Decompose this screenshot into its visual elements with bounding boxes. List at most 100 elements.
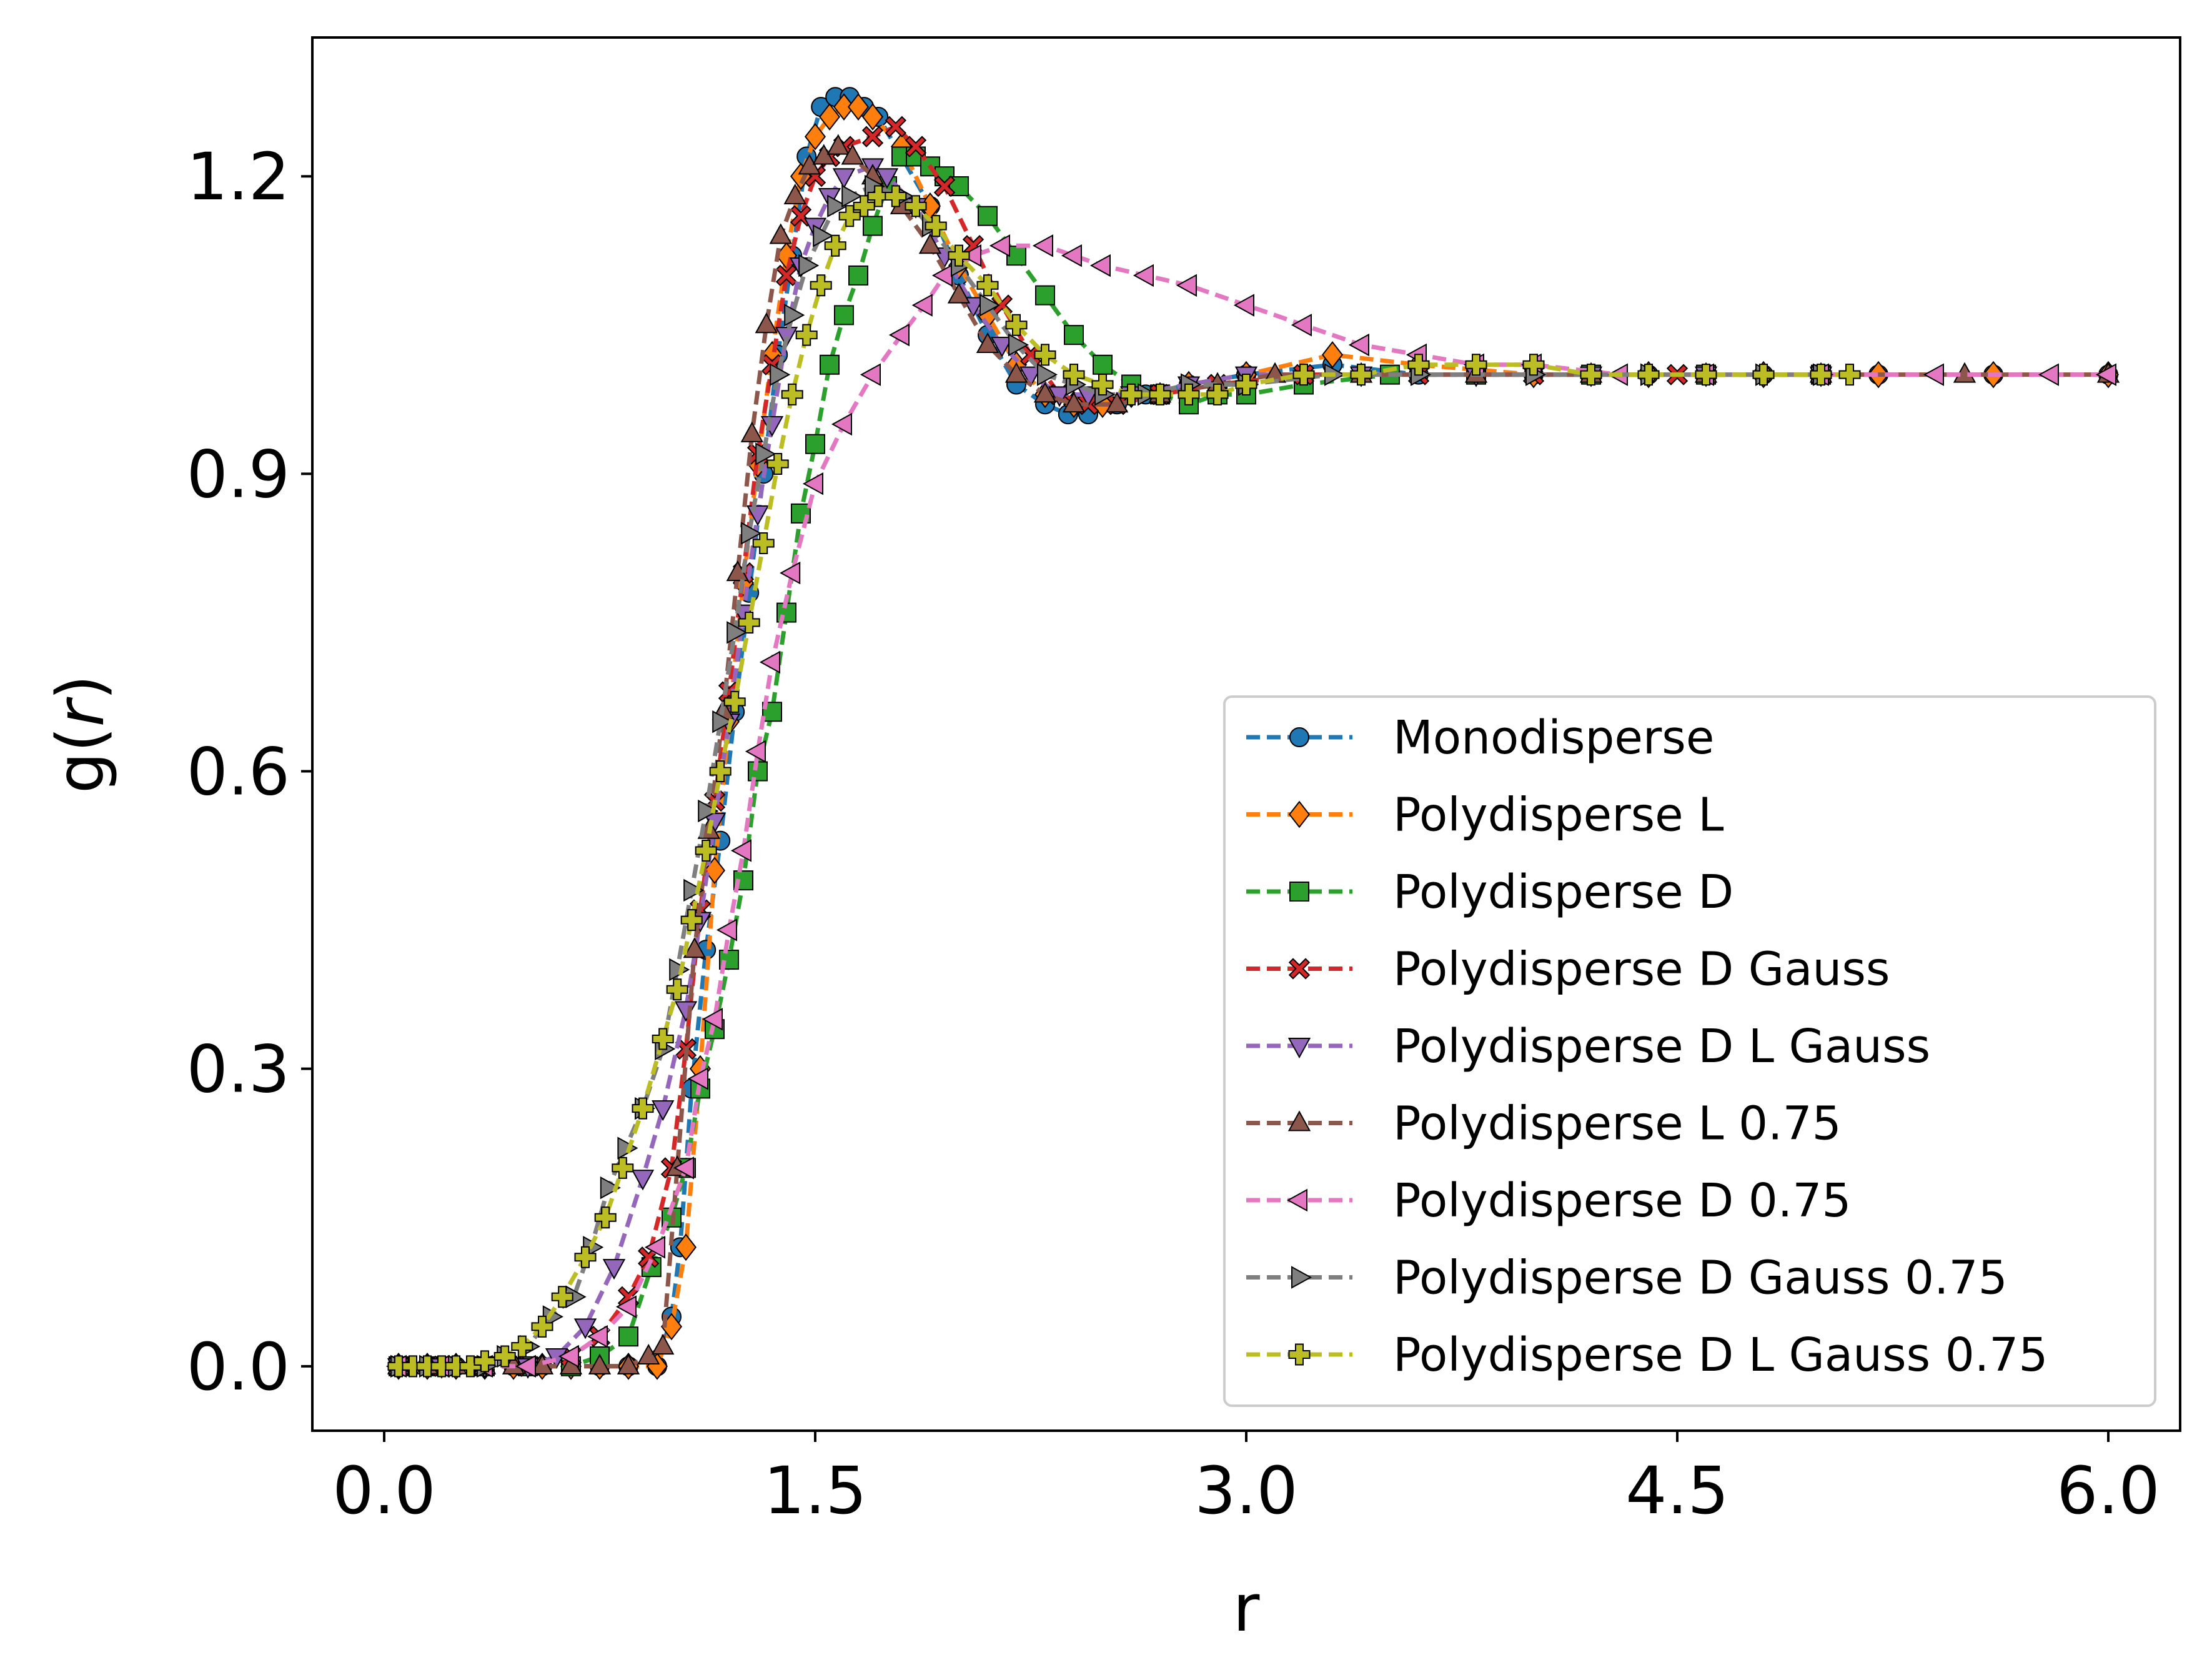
data-point xyxy=(698,799,719,823)
data-point xyxy=(1350,364,1372,386)
data-point xyxy=(784,304,805,327)
data-point xyxy=(675,1233,697,1261)
x-tick-label: 0.0 xyxy=(332,1453,435,1529)
data-point xyxy=(752,532,775,554)
data-point xyxy=(1061,244,1082,267)
data-point xyxy=(515,1354,536,1378)
legend-label: Monodisperse xyxy=(1393,711,1714,765)
data-point xyxy=(802,472,823,495)
data-point xyxy=(730,839,751,862)
data-point xyxy=(848,265,868,286)
data-point xyxy=(1810,364,1832,386)
data-point xyxy=(755,442,776,465)
data-point xyxy=(834,305,854,326)
legend-marker xyxy=(1288,958,1311,980)
data-point xyxy=(511,1335,533,1358)
data-point xyxy=(644,1236,665,1259)
data-point xyxy=(1695,364,1717,386)
data-point xyxy=(875,168,899,189)
legend-marker xyxy=(1287,1038,1311,1059)
data-point xyxy=(1120,383,1143,405)
legend-entry: Polydisperse D Gauss xyxy=(1246,943,1890,997)
data-point xyxy=(545,1348,568,1369)
data-point xyxy=(1580,364,1602,386)
legend-marker xyxy=(1286,1188,1307,1212)
data-point xyxy=(990,337,1014,358)
data-point xyxy=(683,937,706,958)
data-point xyxy=(824,234,846,257)
legend-label: Polydisperse D L Gauss 0.75 xyxy=(1393,1328,2048,1382)
data-point xyxy=(783,183,806,204)
data-point xyxy=(673,1156,694,1180)
y-tick-label: 0.3 xyxy=(187,1031,290,1108)
data-point xyxy=(860,363,881,386)
y-tick-label: 1.2 xyxy=(187,139,290,215)
data-point xyxy=(1005,314,1028,336)
data-point xyxy=(695,839,717,862)
data-point xyxy=(905,195,927,217)
data-point xyxy=(831,412,852,436)
data-point xyxy=(960,244,981,267)
legend-entry: Polydisperse L 0.75 xyxy=(1246,1097,1842,1151)
data-point xyxy=(2095,363,2116,386)
data-point xyxy=(978,206,998,226)
data-point xyxy=(1062,392,1086,413)
data-point xyxy=(1048,386,1071,407)
data-point xyxy=(1093,354,1113,375)
data-point xyxy=(652,1334,675,1355)
data-point xyxy=(1019,344,1042,366)
data-point xyxy=(617,1353,640,1374)
data-point xyxy=(818,103,841,131)
data-point xyxy=(813,224,834,247)
x-tick-label: 3.0 xyxy=(1194,1453,1297,1529)
data-point xyxy=(474,1350,496,1373)
data-point xyxy=(798,254,820,277)
data-point xyxy=(947,282,971,304)
data-point xyxy=(1063,364,1085,386)
data-point xyxy=(652,1100,675,1121)
data-point xyxy=(805,434,825,454)
x-tick-label: 1.5 xyxy=(763,1453,866,1529)
data-point xyxy=(719,950,739,970)
data-point xyxy=(727,621,748,644)
series-line xyxy=(399,184,1821,1369)
y-tick-label: 0.6 xyxy=(187,734,290,810)
y-axis-label-base: g( xyxy=(42,727,119,793)
data-point xyxy=(1089,254,1111,277)
data-point xyxy=(1637,364,1660,386)
y-tick-label: 0.9 xyxy=(187,436,290,512)
data-point xyxy=(674,1001,698,1022)
data-point xyxy=(976,332,999,354)
data-point xyxy=(1032,234,1053,257)
data-point xyxy=(683,878,705,902)
legend-marker xyxy=(1288,800,1311,828)
data-point xyxy=(1105,392,1129,413)
data-point xyxy=(766,452,789,475)
data-point xyxy=(702,1008,723,1031)
data-point xyxy=(493,1345,516,1368)
data-point xyxy=(933,175,956,197)
data-point xyxy=(1035,285,1055,306)
data-point xyxy=(530,1353,554,1374)
x-tick-label: 6.0 xyxy=(2056,1453,2160,1529)
data-point xyxy=(832,168,856,189)
data-point xyxy=(1235,374,1257,396)
data-point xyxy=(1291,314,1312,337)
data-point xyxy=(551,1286,573,1308)
legend-entry: Polydisperse D xyxy=(1246,865,1733,919)
data-point xyxy=(976,274,999,297)
data-point xyxy=(781,383,803,405)
data-point xyxy=(558,1344,579,1368)
data-point xyxy=(795,324,818,346)
data-point xyxy=(723,690,746,713)
data-point xyxy=(826,134,850,155)
ticks-layer: 0.0 1.5 3.0 4.5 6.0 0.0 0.3 0.6 0.9 1.2 xyxy=(187,139,2160,1529)
data-point xyxy=(687,1067,708,1090)
legend-marker xyxy=(1291,1266,1312,1289)
data-point xyxy=(709,760,732,783)
data-point xyxy=(2038,363,2059,386)
data-point xyxy=(888,323,910,347)
data-point xyxy=(602,1259,626,1280)
data-point xyxy=(1034,344,1056,366)
data-point xyxy=(1004,362,1028,383)
